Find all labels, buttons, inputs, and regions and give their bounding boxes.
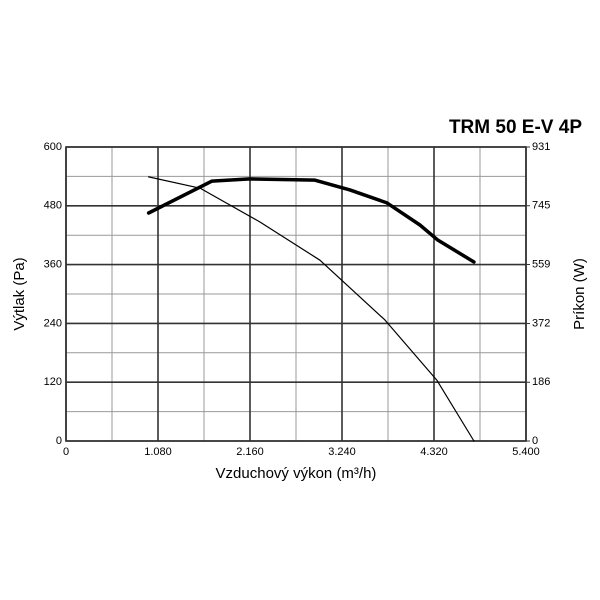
y2-tick-label: 931 — [532, 141, 550, 153]
y-tick-label: 600 — [44, 141, 62, 153]
y-tick-label: 480 — [44, 200, 62, 212]
series-line — [146, 177, 476, 264]
y-tick-label: 0 — [56, 435, 62, 447]
y-axis-label: Výtlak (Pa) — [11, 257, 28, 330]
x-tick-label: 4.320 — [420, 446, 448, 458]
chart-title: TRM 50 E-V 4P — [449, 117, 582, 138]
y2-tick-label: 559 — [532, 258, 550, 270]
series-line — [148, 176, 475, 442]
x-axis-label: Vzduchový výkon (m³/h) — [216, 465, 377, 482]
y2-tick-label: 372 — [532, 317, 550, 329]
y2-tick-label: 186 — [532, 376, 550, 388]
plot-frame — [65, 146, 527, 442]
y-tick-label: 120 — [44, 376, 62, 388]
y-tick-label: 240 — [44, 317, 62, 329]
y-tick-label: 360 — [44, 259, 62, 271]
x-tick-label: 1.080 — [144, 446, 172, 458]
x-tick-label: 0 — [63, 446, 69, 458]
y2-axis-label: Príkon (W) — [571, 258, 588, 330]
y2-tick-label: 745 — [532, 200, 550, 212]
x-tick-label: 3.240 — [328, 446, 356, 458]
x-tick-label: 2.160 — [236, 446, 264, 458]
x-tick-label: 5.400 — [512, 446, 540, 458]
y2-tick-label: 0 — [532, 435, 538, 447]
